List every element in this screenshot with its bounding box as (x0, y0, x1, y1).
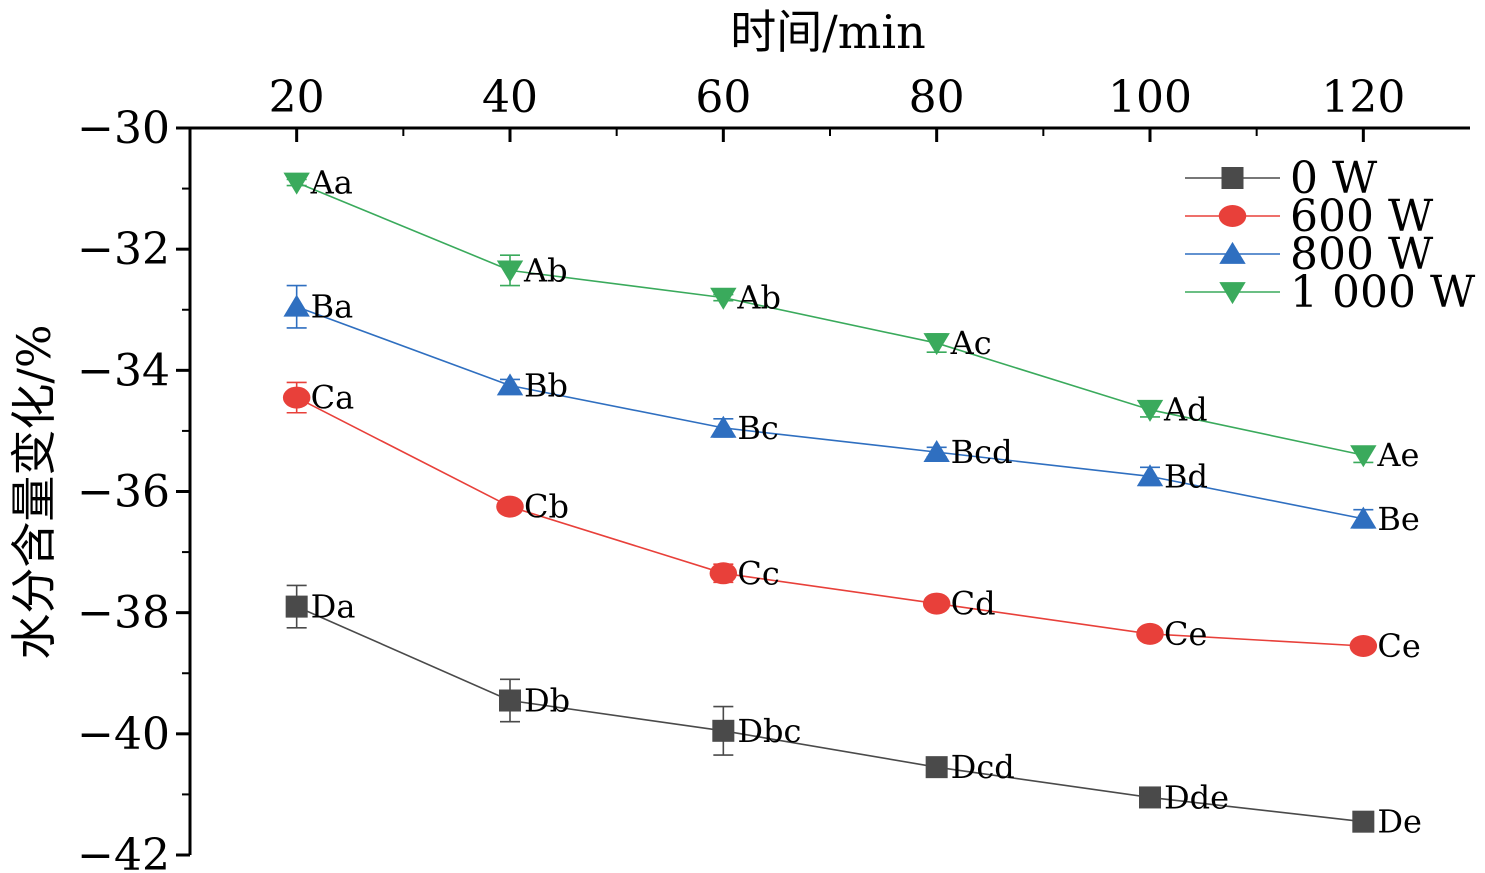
data-label: Ad (1163, 391, 1208, 429)
data-label: Ab (523, 251, 568, 289)
y-tick-label: −38 (77, 588, 170, 639)
data-label: Bd (1164, 457, 1208, 495)
data-point (1136, 399, 1164, 422)
data-point (1139, 786, 1161, 809)
data-point (712, 719, 735, 742)
data-point (922, 592, 951, 615)
data-label: Cd (951, 585, 996, 623)
data-point (1349, 634, 1378, 657)
data-label: Dbc (737, 712, 801, 750)
data-label: Ac (950, 324, 992, 362)
data-label: Ca (311, 379, 355, 417)
series-line (296, 181, 1364, 456)
data-point (283, 294, 310, 317)
x-tick-label: 80 (909, 72, 965, 123)
x-axis-title: 时间/min (730, 5, 925, 59)
legend-item: 1 000 W (1185, 267, 1476, 318)
data-point (496, 260, 524, 283)
data-label: Cc (737, 554, 779, 592)
legend-label: 800 W (1290, 229, 1434, 280)
series-2: Ba Bb Bc Bcd Bd Be (283, 284, 1420, 538)
data-point (1136, 464, 1164, 487)
y-axis-title: 水分含量变化/% (7, 324, 61, 659)
data-label: Db (524, 682, 570, 720)
legend-item: 0 W (1185, 153, 1378, 204)
series-layer: Da Db Dbc Dcd Dde De Ca Cb Cc Cd Ce Ce Ba Bb Bc Bcd Bd Be… (282, 164, 1422, 841)
data-point (496, 495, 524, 518)
legend-label: 0 W (1290, 153, 1378, 204)
data-label: Ba (311, 288, 354, 326)
y-ticks: −30 −32 −34 −36 −38 −40 −42 (77, 103, 190, 873)
data-label: Ce (1377, 627, 1420, 665)
data-point (285, 595, 308, 618)
data-label: Bb (524, 366, 568, 404)
data-point (1221, 167, 1244, 189)
series-0: Da Db Dbc Dcd Dde De (285, 584, 1422, 841)
x-tick-label: 40 (482, 72, 538, 123)
legend-label: 1 000 W (1290, 267, 1476, 318)
y-tick-label: −34 (77, 345, 170, 396)
data-point (923, 440, 950, 463)
data-label: Ce (1164, 615, 1207, 653)
data-point (1352, 810, 1375, 833)
data-point (709, 562, 738, 585)
axes: 20 40 60 80 100 120 −30 −32 −34 −36 −38 −40 −42 (77, 72, 1470, 873)
data-label: Bc (737, 409, 778, 447)
data-point (923, 333, 950, 356)
series-line (296, 305, 1364, 520)
y-tick-label: −42 (77, 830, 170, 873)
data-label: Ab (736, 279, 781, 317)
data-label: Be (1377, 500, 1419, 538)
data-point (499, 689, 521, 712)
data-point (1218, 205, 1247, 227)
data-label: Bcd (951, 433, 1013, 471)
x-tick-label: 120 (1321, 72, 1405, 123)
series-line (296, 605, 1364, 823)
data-point (1350, 506, 1377, 529)
data-point (1219, 282, 1246, 305)
data-point (710, 287, 737, 310)
data-point (282, 386, 311, 409)
data-point (496, 373, 524, 396)
series-1: Ca Cb Cc Cd Ce Ce (282, 379, 1421, 665)
y-tick-label: −36 (77, 467, 170, 518)
data-point (1350, 445, 1377, 468)
data-label: Aa (310, 164, 353, 202)
legend-item: 600 W (1185, 191, 1434, 242)
y-tick-label: −32 (77, 224, 170, 275)
data-label: Ae (1376, 436, 1419, 474)
series-line (296, 396, 1364, 647)
data-label: Cb (524, 488, 569, 526)
legend-label: 600 W (1290, 191, 1434, 242)
x-tick-label: 100 (1108, 72, 1192, 123)
data-label: Dde (1164, 778, 1229, 816)
y-tick-label: −40 (77, 709, 170, 760)
x-tick-label: 60 (695, 72, 751, 123)
series-3: Aa Ab Ab Ac Ad Ae (283, 164, 1419, 474)
data-label: Dcd (951, 748, 1015, 786)
y-tick-label: −30 (77, 103, 170, 154)
data-point (925, 756, 948, 779)
legend-item: 800 W (1185, 229, 1434, 280)
data-label: De (1377, 803, 1422, 841)
data-point (1219, 241, 1246, 264)
x-ticks: 20 40 60 80 100 120 (189, 72, 1405, 142)
data-point (283, 172, 310, 195)
x-tick-label: 20 (269, 72, 325, 123)
data-label: Da (311, 588, 356, 626)
data-point (710, 415, 737, 438)
data-point (1136, 622, 1164, 645)
